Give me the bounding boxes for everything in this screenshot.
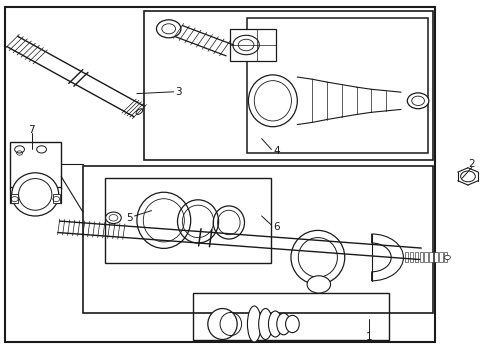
Bar — [10, 142, 61, 189]
Bar — [144, 11, 432, 160]
Ellipse shape — [258, 309, 272, 339]
Bar — [229, 29, 276, 61]
Ellipse shape — [247, 306, 261, 342]
Text: 1: 1 — [365, 332, 372, 342]
Bar — [246, 18, 427, 153]
Bar — [105, 178, 271, 263]
Bar — [53, 194, 60, 203]
Ellipse shape — [207, 309, 237, 339]
Bar — [443, 252, 447, 262]
Circle shape — [105, 212, 121, 224]
Circle shape — [407, 93, 428, 109]
Ellipse shape — [276, 313, 290, 335]
Bar — [5, 7, 434, 342]
Ellipse shape — [136, 109, 142, 114]
Bar — [438, 252, 442, 262]
Text: 7: 7 — [28, 125, 35, 135]
Ellipse shape — [12, 173, 59, 216]
Bar — [11, 194, 18, 203]
Circle shape — [306, 276, 330, 293]
Bar — [414, 252, 417, 262]
Bar — [404, 252, 407, 262]
Ellipse shape — [268, 311, 282, 337]
Circle shape — [444, 255, 449, 260]
Ellipse shape — [290, 230, 344, 284]
Bar — [193, 293, 388, 340]
Bar — [83, 166, 432, 313]
Text: 5: 5 — [126, 213, 133, 223]
Text: 2: 2 — [468, 159, 474, 169]
Bar — [10, 187, 61, 203]
Text: 3: 3 — [175, 87, 182, 97]
Bar — [419, 252, 422, 262]
Bar — [424, 252, 427, 262]
Bar — [433, 252, 437, 262]
Text: 4: 4 — [272, 146, 279, 156]
Ellipse shape — [285, 315, 299, 333]
Text: 6: 6 — [272, 222, 279, 232]
Bar — [409, 252, 412, 262]
Circle shape — [156, 20, 181, 38]
Bar — [428, 252, 432, 262]
Wedge shape — [371, 234, 403, 281]
